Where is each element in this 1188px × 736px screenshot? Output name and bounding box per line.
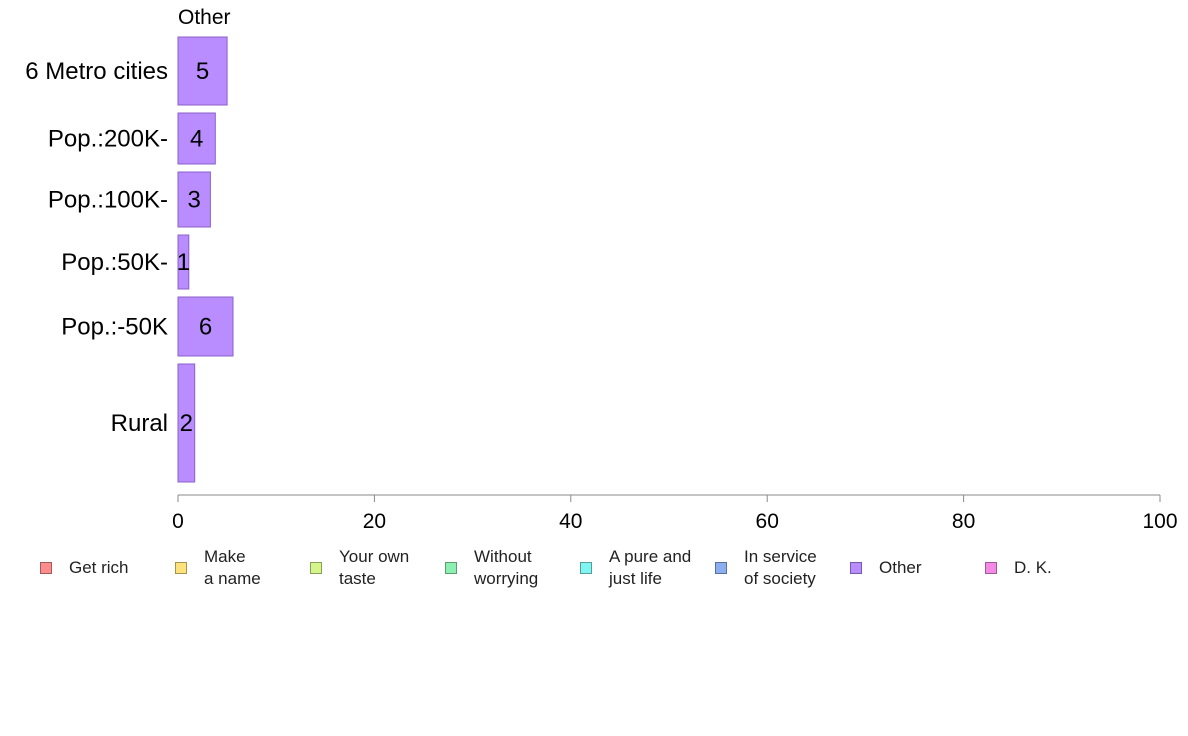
legend-swatch bbox=[445, 562, 457, 574]
x-tick-label: 0 bbox=[172, 510, 184, 533]
legend-swatch bbox=[40, 562, 52, 574]
legend-item: Other bbox=[850, 540, 922, 596]
legend-label: A pure and just life bbox=[609, 547, 692, 588]
legend-item: D. K. bbox=[985, 540, 1052, 596]
chart-title: Other bbox=[178, 6, 231, 29]
legend-item: Get rich bbox=[40, 540, 129, 596]
category-label: Pop.:50K- bbox=[61, 249, 168, 276]
bar-value-label: 2 bbox=[180, 410, 193, 437]
bar bbox=[177, 171, 211, 228]
x-tick-label: 80 bbox=[952, 510, 975, 533]
bar-value-label: 4 bbox=[190, 126, 203, 153]
legend-label: Get rich bbox=[69, 558, 129, 577]
legend-swatch bbox=[580, 562, 592, 574]
bar bbox=[177, 112, 216, 165]
bar-value-label: 1 bbox=[177, 249, 190, 276]
legend-item: Without worrying bbox=[445, 540, 538, 596]
x-axis: 0 20 40 60 80 100 bbox=[172, 494, 1178, 533]
bar bbox=[177, 234, 190, 290]
x-tick-label: 60 bbox=[756, 510, 779, 533]
legend-item: In service of society bbox=[715, 540, 817, 596]
x-tick-label: 20 bbox=[363, 510, 386, 533]
x-tick-label: 100 bbox=[1142, 510, 1177, 533]
bar bbox=[177, 363, 196, 483]
category-label: Pop.:200K- bbox=[48, 126, 168, 153]
legend-swatch bbox=[310, 562, 322, 574]
legend-swatch bbox=[175, 562, 187, 574]
bar bbox=[177, 36, 228, 106]
bar-value-label: 3 bbox=[188, 187, 201, 214]
legend-item: A pure and just life bbox=[580, 540, 691, 596]
legend-label: Your own taste bbox=[339, 547, 410, 588]
legend-swatch bbox=[850, 562, 862, 574]
category-label: Pop.:100K- bbox=[48, 187, 168, 214]
x-tick-label: 40 bbox=[559, 510, 582, 533]
bars-group: 6 Metro cities 5 Pop.:200K- 4 Pop.:100K- 3 Pop… bbox=[25, 36, 234, 483]
bar-value-label: 6 bbox=[199, 314, 212, 341]
legend-swatch bbox=[715, 562, 727, 574]
legend-label: In service of society bbox=[744, 547, 817, 588]
legend: Get rich Make a name Your own taste Without… bbox=[0, 540, 1188, 600]
category-label: Pop.:-50K bbox=[61, 314, 168, 341]
bar bbox=[177, 296, 234, 357]
legend-item: Your own taste bbox=[310, 540, 409, 596]
legend-label: D. K. bbox=[1014, 558, 1052, 577]
legend-label: Without worrying bbox=[474, 547, 539, 588]
category-label: Rural bbox=[111, 410, 168, 437]
legend-item: Make a name bbox=[175, 540, 261, 596]
bar-value-label: 5 bbox=[196, 58, 209, 85]
legend-swatch bbox=[985, 562, 997, 574]
legend-label: Other bbox=[879, 558, 922, 577]
legend-label: Make a name bbox=[204, 547, 261, 588]
category-label: 6 Metro cities bbox=[25, 58, 168, 85]
